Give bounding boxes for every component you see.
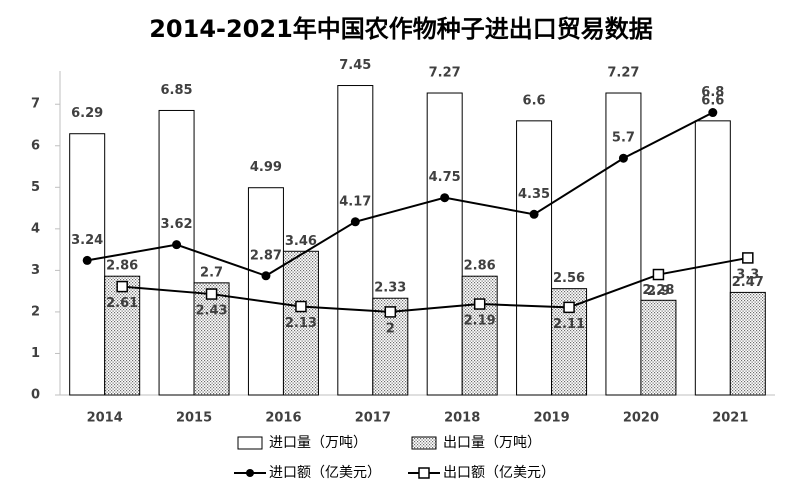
value-label: 6.85	[161, 83, 193, 98]
value-label: 2.56	[553, 271, 585, 286]
marker	[82, 255, 92, 265]
value-label: 2	[386, 321, 395, 336]
marker	[708, 108, 718, 118]
value-label: 4.75	[429, 170, 461, 185]
value-label: 4.17	[339, 194, 371, 209]
value-label: 2.11	[553, 317, 585, 332]
value-label: 4.35	[518, 187, 550, 202]
legend-marker	[246, 469, 254, 477]
x-tick-label: 2020	[623, 411, 659, 426]
x-tick-label: 2018	[444, 411, 480, 426]
legend-swatch	[237, 436, 263, 450]
y-tick-label: 3	[31, 263, 40, 278]
marker	[563, 301, 575, 314]
bar	[694, 120, 731, 396]
y-tick-label: 5	[31, 180, 40, 195]
marker	[742, 252, 754, 264]
value-label: 2.87	[250, 248, 282, 263]
marker	[350, 217, 360, 227]
value-label: 6.6	[523, 93, 546, 108]
value-label: 3.46	[285, 234, 317, 249]
y-tick-label: 2	[31, 304, 40, 319]
marker	[440, 193, 450, 203]
legend-marker	[418, 467, 430, 479]
x-tick-label: 2021	[712, 411, 748, 426]
value-label: 2.86	[464, 259, 496, 274]
value-label: 5.7	[612, 131, 635, 146]
bar	[282, 250, 319, 396]
value-label: 7.27	[429, 66, 461, 81]
marker	[473, 298, 486, 310]
value-label: 3.3	[736, 267, 759, 282]
legend-swatch	[411, 436, 437, 450]
bar	[729, 291, 766, 396]
marker	[205, 288, 218, 300]
bar	[426, 92, 463, 396]
value-label: 2.19	[464, 314, 496, 329]
value-label: 7.27	[607, 66, 639, 81]
value-label: 3.24	[71, 233, 103, 248]
marker	[618, 153, 628, 163]
value-label: 2.43	[196, 304, 228, 319]
value-label: 2.33	[374, 281, 406, 296]
value-label: 2.9	[647, 284, 670, 299]
bar	[193, 282, 230, 396]
bar	[104, 275, 141, 396]
x-tick-label: 2015	[176, 411, 212, 426]
x-tick-label: 2016	[265, 411, 301, 426]
value-label: 2.47	[732, 275, 764, 290]
y-tick-label: 7	[31, 97, 40, 112]
bar	[158, 109, 195, 396]
value-label: 6.29	[71, 106, 103, 121]
y-tick-label: 0	[31, 388, 40, 403]
y-tick-label: 1	[31, 346, 40, 361]
legend-label: 出口量（万吨）	[443, 435, 541, 451]
legend-label: 出口额（亿美元）	[443, 465, 555, 481]
value-label: 2.13	[285, 316, 317, 331]
legend-label: 进口量（万吨）	[269, 435, 367, 451]
value-label: 3.62	[161, 217, 193, 232]
value-label: 6.6	[701, 93, 724, 108]
marker	[261, 271, 271, 281]
value-label: 4.99	[250, 160, 282, 175]
value-label: 2.7	[200, 265, 223, 280]
bar	[247, 187, 284, 396]
x-tick-label: 2019	[533, 411, 569, 426]
legend-label: 进口额（亿美元）	[269, 465, 381, 481]
line	[122, 256, 748, 313]
bar	[461, 275, 498, 396]
marker	[295, 300, 307, 313]
marker	[172, 240, 182, 250]
marker	[384, 306, 397, 318]
x-tick-label: 2017	[355, 411, 391, 426]
bar	[337, 85, 374, 396]
value-label: 2.28	[642, 283, 674, 298]
value-label: 7.45	[339, 58, 371, 73]
chart-title: 2014-2021年中国农作物种子进出口贸易数据	[149, 15, 653, 43]
y-tick-label: 4	[31, 221, 40, 236]
x-tick-label: 2014	[87, 411, 123, 426]
line	[87, 111, 714, 277]
value-label: 2.86	[106, 259, 138, 274]
marker	[529, 209, 539, 219]
marker	[652, 268, 665, 281]
value-label: 6.8	[701, 85, 724, 100]
y-tick-label: 6	[31, 138, 40, 153]
value-label: 2.61	[106, 296, 138, 311]
bar	[640, 299, 677, 396]
marker	[116, 280, 128, 293]
bar	[516, 120, 553, 396]
bar	[605, 92, 642, 396]
